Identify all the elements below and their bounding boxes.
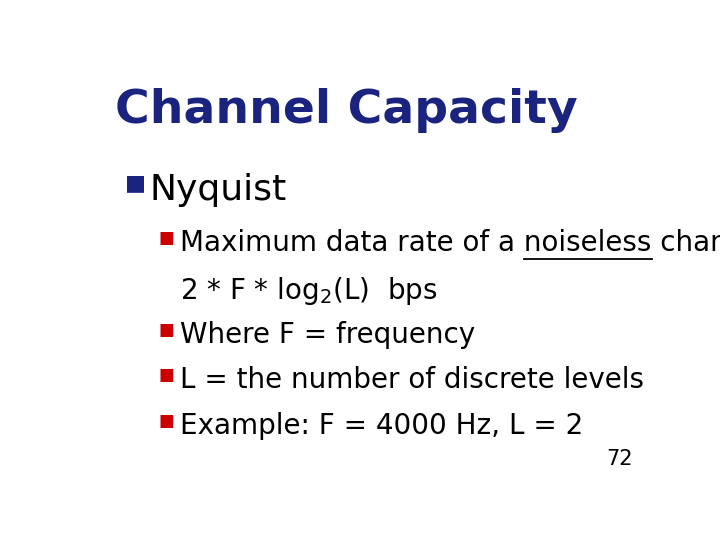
Text: 72: 72 <box>606 449 632 469</box>
Text: ■: ■ <box>158 366 174 384</box>
Text: Nyquist: Nyquist <box>150 173 287 207</box>
Text: Maximum data rate of a noiseless: Maximum data rate of a noiseless <box>181 229 652 257</box>
Text: Where F = frequency: Where F = frequency <box>181 321 475 348</box>
Text: Maximum data rate of a noiseless channel =: Maximum data rate of a noiseless channel… <box>181 229 720 257</box>
Text: ■: ■ <box>158 412 174 430</box>
Text: Maximum data rate of a: Maximum data rate of a <box>181 229 524 257</box>
Text: 2 * F * log$_2$(L)  bps: 2 * F * log$_2$(L) bps <box>181 275 438 307</box>
Text: Example: F = 4000 Hz, L = 2: Example: F = 4000 Hz, L = 2 <box>181 412 584 440</box>
Text: L = the number of discrete levels: L = the number of discrete levels <box>181 366 644 394</box>
Text: ■: ■ <box>158 229 174 247</box>
Text: Channel Capacity: Channel Capacity <box>115 87 577 133</box>
Text: ■: ■ <box>158 321 174 339</box>
Text: ■: ■ <box>125 173 145 193</box>
